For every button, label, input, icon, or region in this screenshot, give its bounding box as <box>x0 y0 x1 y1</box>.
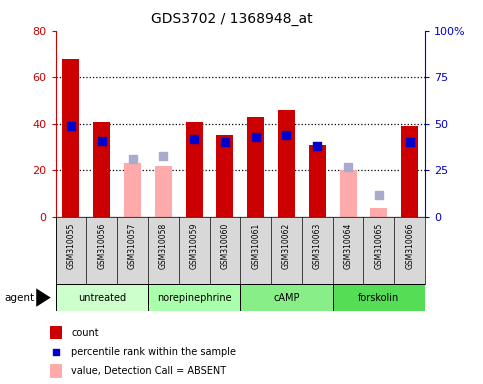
Point <box>313 143 321 149</box>
Point <box>67 122 75 129</box>
Bar <box>278 110 295 217</box>
Text: GSM310057: GSM310057 <box>128 222 137 269</box>
Point <box>128 156 136 162</box>
Point <box>283 132 290 138</box>
Text: GSM310065: GSM310065 <box>374 222 384 269</box>
Bar <box>50 364 62 378</box>
Point <box>221 139 229 146</box>
Point <box>344 164 352 170</box>
FancyBboxPatch shape <box>148 284 240 311</box>
Point <box>159 152 167 159</box>
Bar <box>370 208 387 217</box>
Point <box>52 349 60 355</box>
Point <box>406 139 413 146</box>
Point <box>252 134 259 140</box>
Text: GSM310061: GSM310061 <box>251 222 260 268</box>
Text: forskolin: forskolin <box>358 293 399 303</box>
Text: agent: agent <box>5 293 35 303</box>
Bar <box>93 121 110 217</box>
Text: count: count <box>71 328 99 338</box>
Text: GDS3702 / 1368948_at: GDS3702 / 1368948_at <box>151 12 313 25</box>
Text: GSM310056: GSM310056 <box>97 222 106 269</box>
Bar <box>247 117 264 217</box>
Text: GSM310066: GSM310066 <box>405 222 414 269</box>
Bar <box>401 126 418 217</box>
Text: value, Detection Call = ABSENT: value, Detection Call = ABSENT <box>71 366 226 376</box>
Bar <box>50 326 62 339</box>
Polygon shape <box>36 288 51 307</box>
Bar <box>216 136 233 217</box>
Text: norepinephrine: norepinephrine <box>157 293 231 303</box>
Text: GSM310064: GSM310064 <box>343 222 353 269</box>
Text: GSM310055: GSM310055 <box>67 222 75 269</box>
Text: GSM310059: GSM310059 <box>190 222 199 269</box>
Point <box>190 136 198 142</box>
Bar <box>62 59 79 217</box>
Text: GSM310063: GSM310063 <box>313 222 322 269</box>
Text: cAMP: cAMP <box>273 293 300 303</box>
Bar <box>185 121 202 217</box>
FancyBboxPatch shape <box>56 284 148 311</box>
Text: percentile rank within the sample: percentile rank within the sample <box>71 347 236 357</box>
Point <box>375 192 383 198</box>
Text: GSM310062: GSM310062 <box>282 222 291 268</box>
Bar <box>309 145 326 217</box>
Bar <box>340 170 356 217</box>
Text: GSM310058: GSM310058 <box>159 222 168 268</box>
Text: untreated: untreated <box>78 293 126 303</box>
FancyBboxPatch shape <box>240 284 333 311</box>
Bar <box>124 164 141 217</box>
Text: GSM310060: GSM310060 <box>220 222 229 269</box>
Bar <box>155 166 172 217</box>
FancyBboxPatch shape <box>333 284 425 311</box>
Point <box>98 137 106 144</box>
